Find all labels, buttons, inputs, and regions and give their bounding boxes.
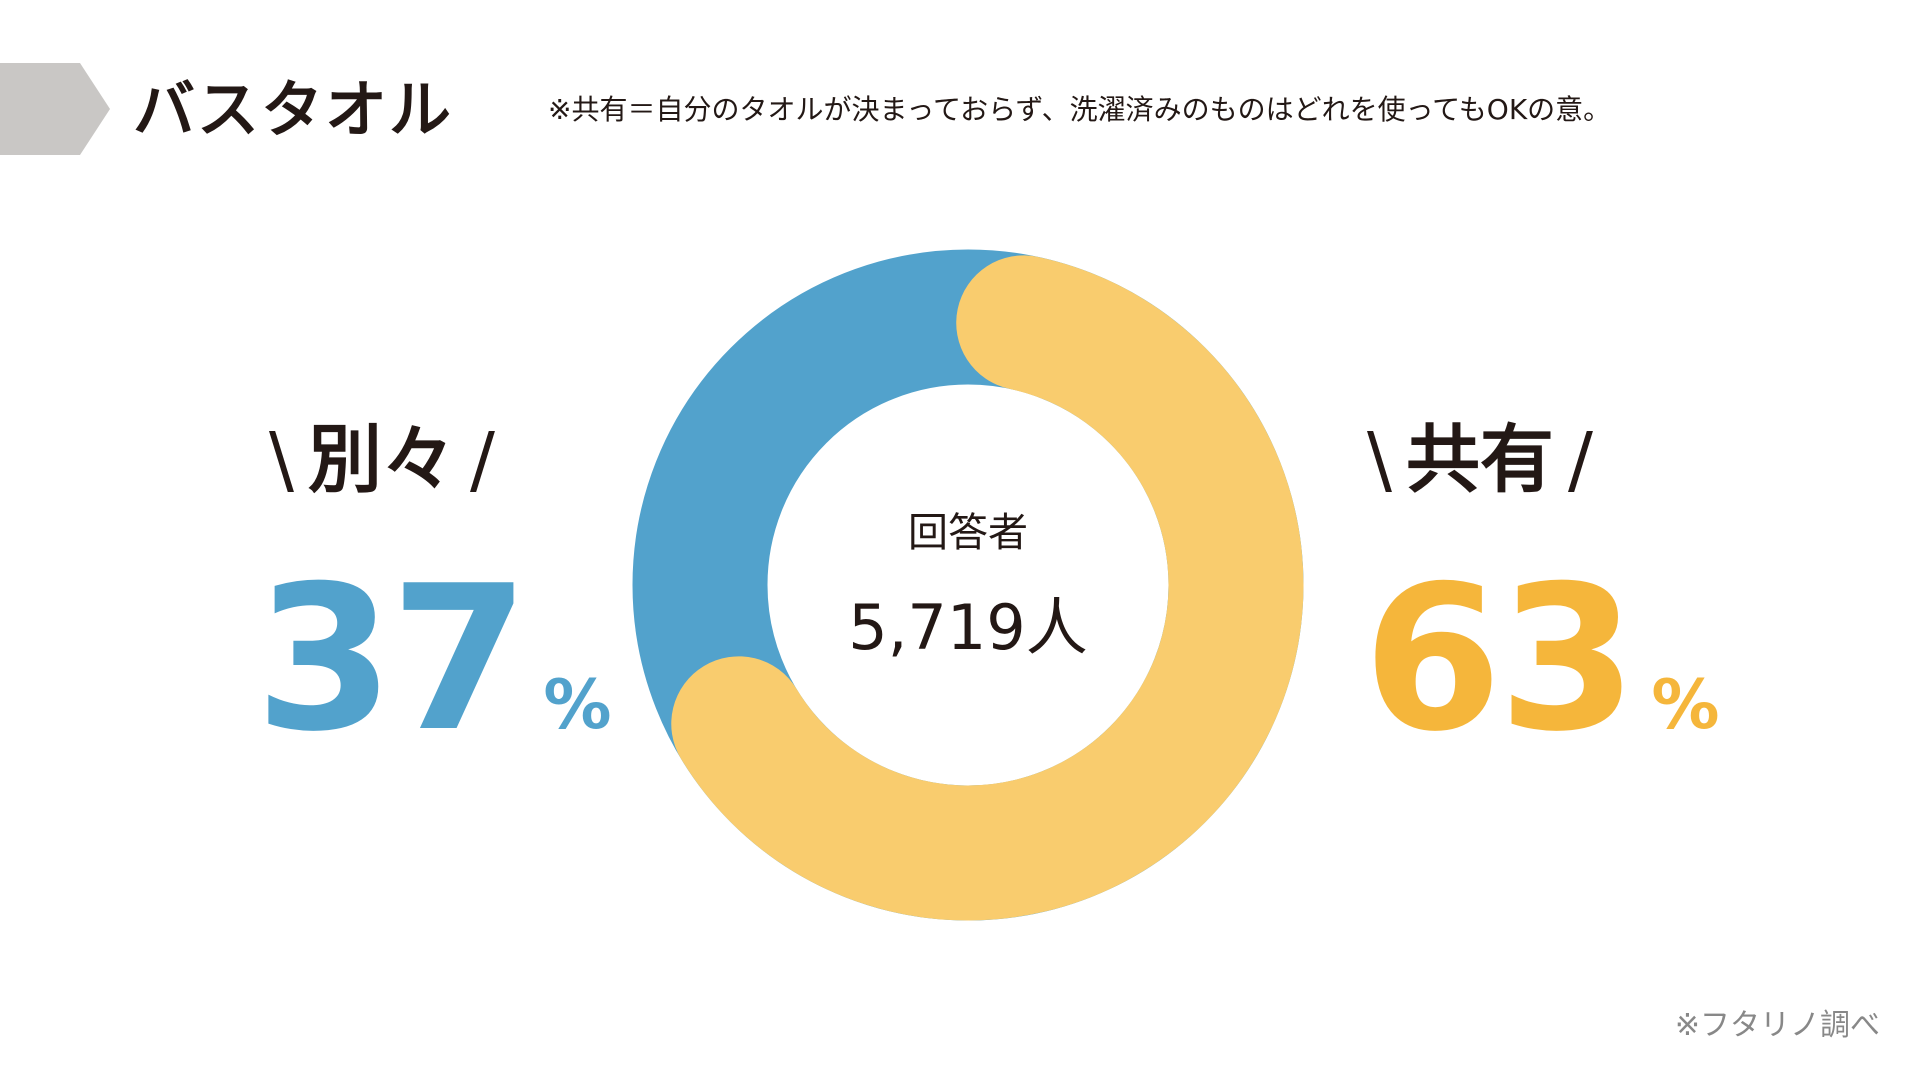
category-label-separate-text: 別々 xyxy=(307,417,456,503)
percentage-shared-value: 63 xyxy=(1363,543,1637,776)
category-label-shared: \ 共有 / xyxy=(1353,410,1607,510)
definition-note: ※共有＝自分のタオルが決まっておらず、洗濯済みのものはどれを使ってもOKの意。 xyxy=(548,93,1612,126)
respondents-count: 5,719人 xyxy=(848,591,1088,664)
percentage-shared-unit: % xyxy=(1651,666,1720,745)
percentage-separate-value: 37 xyxy=(255,543,529,776)
donut-slice-共有 xyxy=(671,255,1304,921)
category-label-shared-text: 共有 xyxy=(1405,417,1554,503)
header-arrow-marker xyxy=(0,63,110,155)
respondents-caption: 回答者 xyxy=(908,510,1028,556)
category-label-separate: \ 別々 / xyxy=(255,410,509,510)
page-title: バスタオル xyxy=(133,73,454,146)
open-slash: \ xyxy=(1367,417,1392,503)
open-slash: \ xyxy=(269,417,294,503)
percentage-separate-unit: % xyxy=(543,666,612,745)
close-slash: / xyxy=(469,417,495,503)
percentage-shared: 63% xyxy=(1363,560,1719,760)
source-note: ※フタリノ調べ xyxy=(1674,1008,1880,1043)
close-slash: / xyxy=(1567,417,1593,503)
percentage-separate: 37% xyxy=(255,560,611,760)
